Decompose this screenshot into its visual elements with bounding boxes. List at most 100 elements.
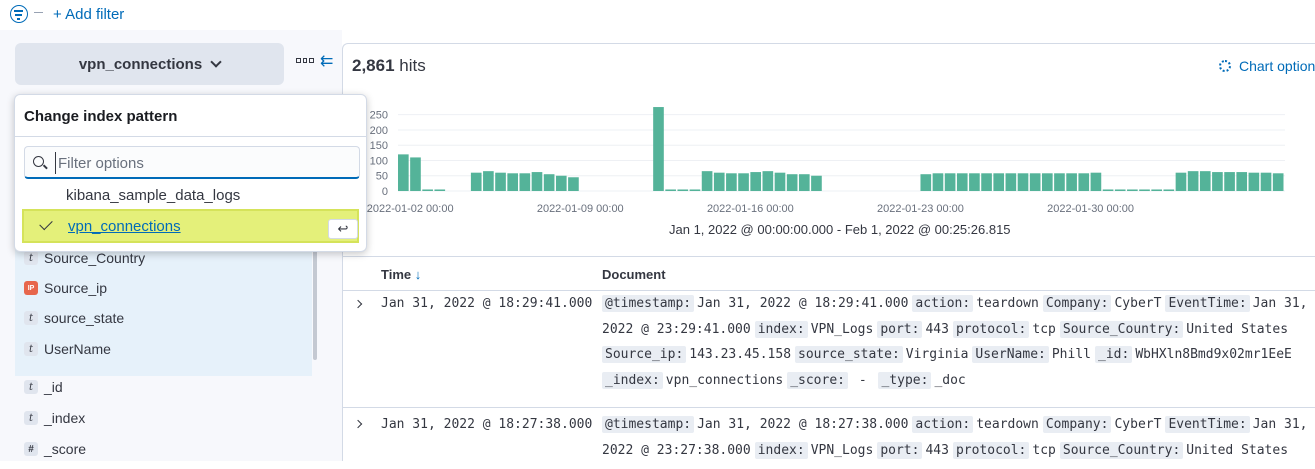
collapse-sidebar-icon[interactable]: ⇇ — [320, 53, 334, 70]
field-key[interactable]: @timestamp: — [602, 416, 695, 433]
field-key[interactable]: EventTime: — [1165, 295, 1250, 312]
histogram-bar[interactable] — [568, 177, 579, 191]
histogram-bar[interactable] — [495, 172, 506, 191]
histogram-bar[interactable] — [689, 189, 701, 191]
histogram-bar[interactable] — [1199, 171, 1211, 191]
scrollbar[interactable] — [313, 235, 317, 360]
histogram-bar[interactable] — [713, 172, 725, 191]
field-key[interactable]: Company: — [1042, 295, 1112, 312]
histogram-bar[interactable] — [1187, 171, 1199, 191]
histogram-bar[interactable] — [811, 175, 822, 191]
field-item[interactable]: t source_state — [24, 308, 124, 328]
histogram-bar[interactable] — [531, 172, 543, 191]
expand-row-icon[interactable] — [353, 419, 363, 429]
histogram-bar[interactable] — [932, 173, 944, 191]
histogram-bar[interactable] — [1041, 173, 1053, 191]
filter-options-field[interactable] — [24, 146, 360, 179]
histogram-bar[interactable] — [1163, 189, 1175, 191]
field-key[interactable]: _type: — [878, 371, 932, 389]
histogram-bar[interactable] — [1139, 189, 1150, 191]
field-key[interactable]: protocol: — [952, 320, 1030, 338]
field-item[interactable]: t _index — [24, 408, 85, 428]
column-header-time[interactable]: Time ↓ — [381, 267, 421, 282]
field-key[interactable]: @timestamp: — [602, 295, 695, 312]
histogram-bar[interactable] — [470, 172, 482, 191]
histogram-chart[interactable]: 0 50 100 150 200 250 2022-01-02 00:00 2022-01-… — [343, 99, 1315, 224]
field-key[interactable]: _id: — [1095, 346, 1133, 364]
histogram-bar[interactable] — [738, 173, 749, 191]
histogram-bar[interactable] — [786, 174, 798, 191]
histogram-bar[interactable] — [1078, 173, 1090, 191]
field-key[interactable]: port: — [877, 441, 923, 459]
field-key[interactable]: EventTime: — [1165, 416, 1250, 433]
index-option-vpn-connections[interactable]: vpn_connections ↩ — [22, 209, 359, 243]
field-key[interactable]: UserName: — [972, 346, 1049, 364]
field-key[interactable]: action: — [912, 416, 974, 433]
histogram-bar[interactable] — [1090, 172, 1102, 191]
field-item[interactable]: # _score — [24, 439, 86, 459]
filter-icon[interactable] — [10, 5, 28, 23]
histogram-bar[interactable] — [1236, 172, 1248, 191]
filter-options-input[interactable] — [55, 152, 345, 174]
field-key[interactable]: action: — [912, 295, 974, 312]
histogram-bar[interactable] — [1175, 172, 1187, 191]
histogram-bar[interactable] — [774, 172, 786, 191]
histogram-bar[interactable] — [944, 173, 956, 191]
field-item[interactable]: t UserName — [24, 339, 111, 359]
more-options-icon[interactable] — [296, 58, 315, 66]
histogram-bar[interactable] — [422, 189, 433, 191]
field-key[interactable]: protocol: — [952, 441, 1030, 459]
histogram-bar[interactable] — [519, 173, 531, 191]
index-option-kibana-sample-data-logs[interactable]: kibana_sample_data_logs — [22, 179, 359, 213]
field-key[interactable]: index: — [754, 441, 808, 459]
histogram-bar[interactable] — [1005, 173, 1017, 191]
histogram-bar[interactable] — [1260, 172, 1272, 191]
histogram-bar[interactable] — [1212, 172, 1223, 191]
histogram-bar[interactable] — [1114, 189, 1126, 191]
histogram-bar[interactable] — [665, 189, 676, 191]
histogram-bar[interactable] — [1017, 173, 1029, 191]
field-item[interactable]: t _id — [24, 377, 63, 397]
histogram-bar[interactable] — [677, 189, 689, 191]
sort-arrow-down-icon[interactable]: ↓ — [414, 267, 422, 282]
histogram-bar[interactable] — [750, 172, 762, 191]
histogram-bar[interactable] — [798, 174, 810, 191]
expand-row-icon[interactable] — [353, 299, 363, 309]
field-key[interactable]: port: — [877, 320, 923, 338]
histogram-bar[interactable] — [920, 174, 932, 191]
field-key[interactable]: index: — [754, 320, 808, 338]
histogram-bar[interactable] — [1102, 189, 1114, 191]
histogram-bar[interactable] — [1127, 189, 1138, 191]
histogram-bar[interactable] — [1224, 172, 1235, 191]
histogram-bar[interactable] — [701, 171, 713, 191]
index-pattern-button[interactable]: vpn_connections — [15, 43, 284, 85]
field-key[interactable]: source_state: — [795, 346, 903, 364]
histogram-bar[interactable] — [762, 171, 774, 191]
histogram-bar[interactable] — [1029, 173, 1041, 191]
histogram-bar[interactable] — [726, 173, 737, 191]
field-key[interactable]: _score: — [787, 371, 848, 389]
chart-options-button[interactable]: Chart options — [1219, 58, 1315, 74]
histogram-bar[interactable] — [1272, 173, 1284, 191]
field-item[interactable]: IP Source_ip — [24, 278, 107, 298]
histogram-bar[interactable] — [981, 173, 992, 191]
field-key[interactable]: Company: — [1042, 416, 1112, 433]
field-key[interactable]: Source_Country: — [1059, 320, 1184, 338]
histogram-bar[interactable] — [555, 175, 567, 191]
histogram-bar[interactable] — [653, 107, 664, 191]
histogram-bar[interactable] — [1151, 189, 1162, 191]
histogram-bar[interactable] — [398, 154, 409, 191]
field-key[interactable]: Source_Country: — [1059, 441, 1184, 459]
histogram-bar[interactable] — [434, 189, 446, 191]
histogram-bar[interactable] — [1066, 173, 1077, 191]
add-filter-button[interactable]: + Add filter — [53, 6, 125, 23]
histogram-bar[interactable] — [956, 173, 968, 191]
histogram-bar[interactable] — [543, 174, 555, 191]
field-key[interactable]: Source_ip: — [602, 346, 687, 364]
histogram-bar[interactable] — [410, 157, 421, 191]
histogram-bar[interactable] — [483, 171, 494, 191]
histogram-bar[interactable] — [969, 173, 980, 191]
histogram-bar[interactable] — [507, 173, 519, 191]
histogram-bar[interactable] — [1248, 172, 1260, 191]
field-key[interactable]: _index: — [602, 371, 663, 389]
